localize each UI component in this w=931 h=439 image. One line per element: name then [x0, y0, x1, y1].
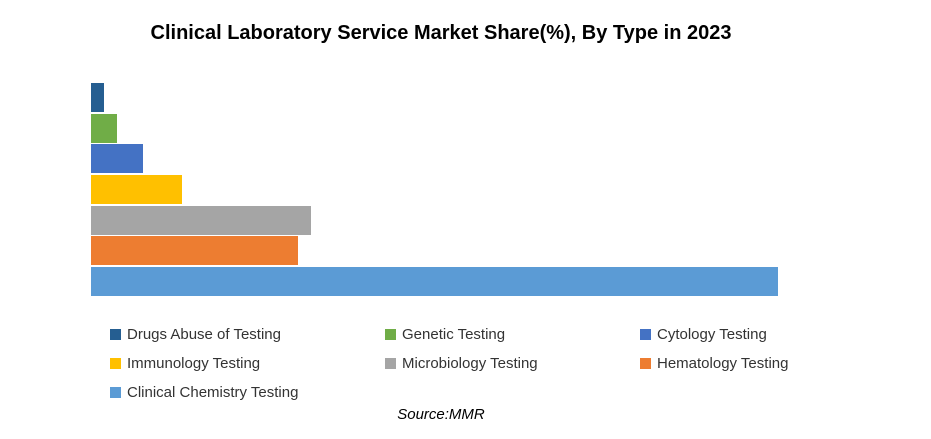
- bar-clinical-chemistry-testing: [91, 267, 778, 297]
- bar-row-genetic-testing: [91, 113, 901, 143]
- legend-label: Drugs Abuse of Testing: [127, 326, 281, 343]
- bar-cytology-testing: [91, 144, 143, 174]
- source-note: Source:MMR: [397, 406, 485, 423]
- legend-swatch-icon: [640, 329, 651, 340]
- bar-row-immunology-testing: [91, 175, 901, 205]
- legend-item-hematology-testing: Hematology Testing: [640, 349, 900, 378]
- bar-immunology-testing: [91, 175, 182, 205]
- bar-hematology-testing: [91, 236, 299, 266]
- plot-area: [91, 83, 901, 299]
- bar-row-microbiology-testing: [91, 205, 901, 235]
- legend-item-microbiology-testing: Microbiology Testing: [385, 349, 640, 378]
- bar-row-hematology-testing: [91, 236, 901, 266]
- legend-label: Immunology Testing: [127, 355, 261, 372]
- legend-item-cytology-testing: Cytology Testing: [640, 320, 900, 349]
- legend-label: Cytology Testing: [657, 326, 767, 343]
- bar-microbiology-testing: [91, 205, 312, 235]
- legend-label: Clinical Chemistry Testing: [127, 384, 299, 401]
- bar-drugs-abuse-of-testing: [91, 83, 104, 112]
- chart-title: Clinical Laboratory Service Market Share…: [150, 22, 732, 44]
- legend-swatch-icon: [385, 358, 396, 369]
- legend-label: Genetic Testing: [402, 326, 506, 343]
- legend-swatch-icon: [385, 329, 396, 340]
- legend-label: Hematology Testing: [657, 355, 789, 372]
- legend-item-clinical-chemistry-testing: Clinical Chemistry Testing: [110, 378, 385, 407]
- legend-swatch-icon: [110, 329, 121, 340]
- bar-row-clinical-chemistry-testing: [91, 267, 901, 297]
- legend-swatch-icon: [110, 387, 121, 398]
- legend-item-genetic-testing: Genetic Testing: [385, 320, 640, 349]
- chart-legend: Drugs Abuse of Testing Genetic Testing Cyt…: [110, 320, 900, 407]
- legend-swatch-icon: [640, 358, 651, 369]
- legend-item-immunology-testing: Immunology Testing: [110, 349, 385, 378]
- bar-row-drugs-abuse-of-testing: [91, 83, 901, 112]
- legend-label: Microbiology Testing: [402, 355, 538, 372]
- legend-item-drugs-abuse-of-testing: Drugs Abuse of Testing: [110, 320, 385, 349]
- legend-swatch-icon: [110, 358, 121, 369]
- bar-genetic-testing: [91, 113, 117, 143]
- bar-row-cytology-testing: [91, 144, 901, 174]
